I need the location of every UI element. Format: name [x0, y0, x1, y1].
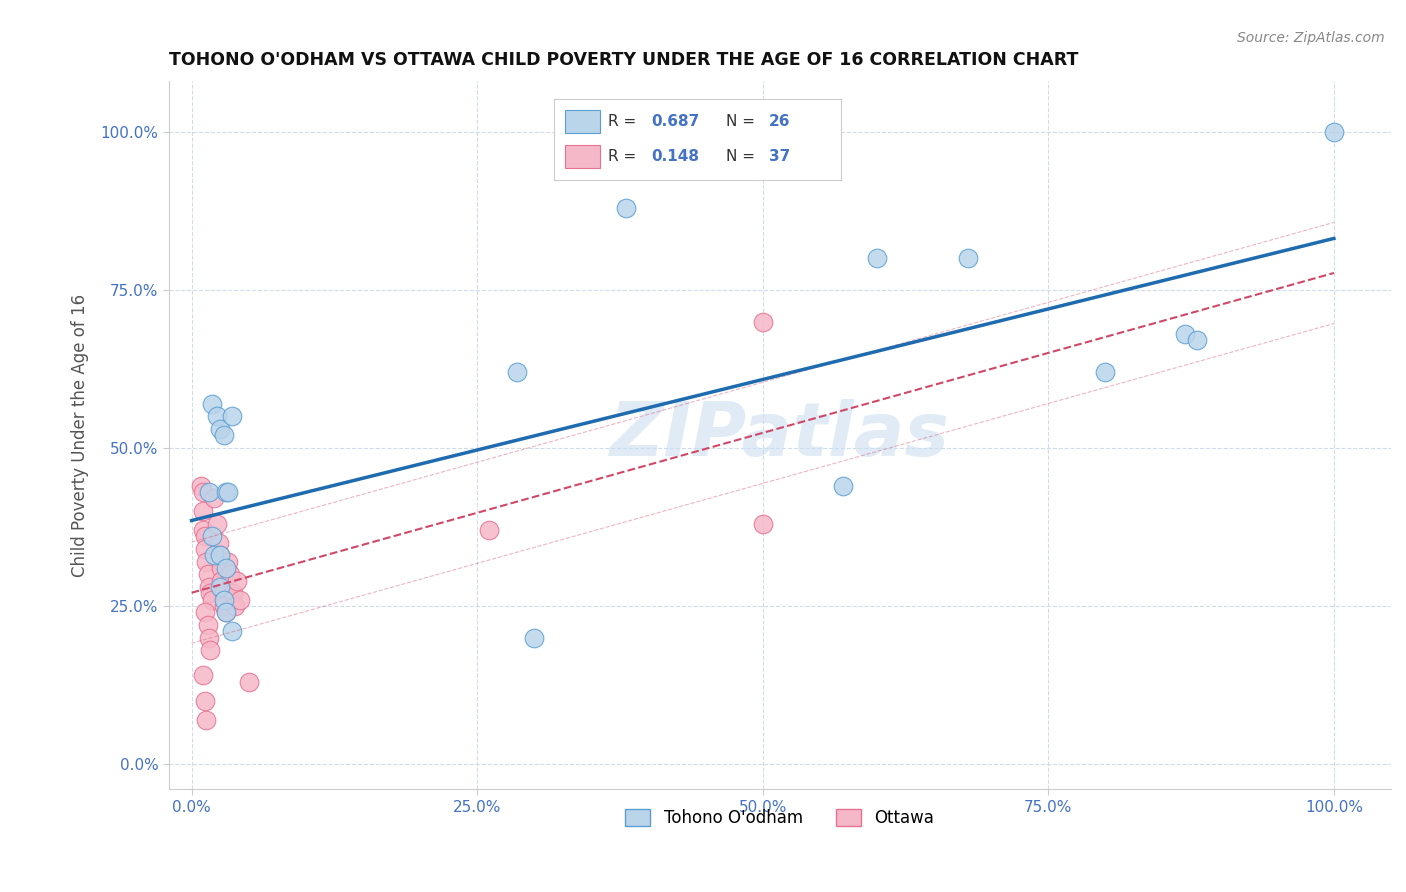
- Point: [201, 397, 224, 411]
- Point: [215, 561, 238, 575]
- Point: [506, 365, 529, 379]
- Point: [191, 485, 214, 500]
- Point: [191, 523, 214, 537]
- Point: [1323, 125, 1346, 139]
- Point: [197, 618, 219, 632]
- Point: [224, 599, 246, 613]
- Point: [212, 586, 235, 600]
- Point: [209, 549, 232, 563]
- Y-axis label: Child Poverty Under the Age of 16: Child Poverty Under the Age of 16: [72, 293, 89, 577]
- Point: [751, 516, 773, 531]
- Point: [197, 485, 219, 500]
- Point: [205, 409, 228, 424]
- Point: [478, 523, 501, 537]
- Text: ZIPatlas: ZIPatlas: [610, 399, 950, 472]
- Point: [198, 643, 221, 657]
- Point: [195, 713, 218, 727]
- Point: [209, 580, 232, 594]
- Point: [209, 561, 232, 575]
- Point: [1174, 327, 1197, 342]
- Point: [205, 516, 228, 531]
- Point: [238, 674, 260, 689]
- Point: [217, 555, 239, 569]
- Point: [191, 504, 214, 518]
- Point: [194, 542, 217, 557]
- Point: [212, 599, 235, 613]
- Point: [197, 631, 219, 645]
- Point: [194, 529, 217, 543]
- Point: [212, 592, 235, 607]
- Point: [222, 586, 245, 600]
- Point: [212, 428, 235, 442]
- Point: [1094, 365, 1116, 379]
- Text: TOHONO O'ODHAM VS OTTAWA CHILD POVERTY UNDER THE AGE OF 16 CORRELATION CHART: TOHONO O'ODHAM VS OTTAWA CHILD POVERTY U…: [169, 51, 1078, 69]
- Point: [201, 592, 224, 607]
- Point: [221, 624, 243, 639]
- Point: [831, 479, 853, 493]
- Point: [201, 529, 224, 543]
- Point: [204, 549, 226, 563]
- Point: [208, 535, 231, 549]
- Point: [197, 567, 219, 582]
- Point: [751, 314, 773, 328]
- Point: [215, 605, 238, 619]
- Point: [226, 574, 249, 588]
- Point: [957, 252, 980, 266]
- Point: [191, 668, 214, 682]
- Point: [194, 605, 217, 619]
- Point: [1185, 334, 1208, 348]
- Point: [215, 605, 238, 619]
- Point: [228, 592, 250, 607]
- Point: [614, 201, 637, 215]
- Point: [197, 580, 219, 594]
- Point: [217, 485, 239, 500]
- Point: [209, 549, 232, 563]
- Text: Source: ZipAtlas.com: Source: ZipAtlas.com: [1237, 31, 1385, 45]
- Point: [209, 422, 232, 436]
- Point: [866, 252, 889, 266]
- Legend: Tohono O'odham, Ottawa: Tohono O'odham, Ottawa: [619, 803, 941, 834]
- Point: [221, 409, 243, 424]
- Point: [523, 631, 546, 645]
- Point: [209, 574, 232, 588]
- Point: [215, 485, 238, 500]
- Point: [219, 567, 242, 582]
- Point: [195, 555, 218, 569]
- Point: [204, 491, 226, 506]
- Point: [194, 694, 217, 708]
- Point: [198, 586, 221, 600]
- Point: [190, 479, 212, 493]
